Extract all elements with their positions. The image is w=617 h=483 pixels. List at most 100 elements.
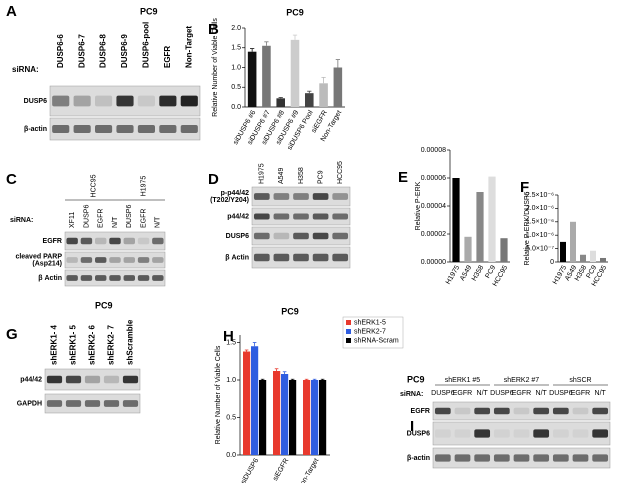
bar	[570, 221, 576, 262]
panel-letter: I	[410, 418, 414, 435]
blot-band	[109, 237, 121, 245]
blot-band	[533, 429, 550, 438]
panel-letter: H	[223, 328, 234, 345]
bar	[276, 98, 285, 107]
lane-label: DUSP6	[83, 205, 90, 228]
blot-strip	[432, 401, 611, 421]
blot-band	[434, 407, 451, 415]
y-tick-label: 0.00002	[421, 231, 446, 238]
y-tick-label: 0.0	[226, 452, 236, 459]
blot-band	[293, 232, 309, 240]
row-label: β Actin	[38, 275, 62, 282]
row-label: EGFR	[411, 408, 430, 415]
x-tick-label: H358	[471, 264, 485, 282]
blot-band	[273, 253, 290, 262]
blot-band	[159, 95, 177, 107]
row-label: β Actin	[225, 254, 249, 261]
lane-header: siRNA:	[10, 217, 33, 224]
lane-label: shERK2- 7	[107, 324, 116, 365]
blot-band	[434, 454, 451, 462]
y-tick-label: 0	[550, 259, 554, 266]
row-label: (Asp214)	[32, 260, 62, 267]
lane-label: DUSP6-9	[120, 34, 129, 68]
y-tick-label: 2.0	[231, 25, 241, 32]
legend-swatch	[346, 320, 351, 325]
panel-letter: E	[398, 169, 408, 186]
blot-band	[123, 237, 135, 245]
lane-label: DUSP6	[126, 205, 133, 228]
legend-label: shERK1-5	[354, 319, 386, 326]
blot-band	[137, 237, 150, 245]
blot-band	[180, 95, 198, 107]
panel-letter: A	[6, 3, 17, 20]
bar	[488, 176, 496, 262]
lane-label: DUSP6-6	[56, 34, 65, 68]
blot-band	[572, 454, 589, 462]
row-label: p-p44/42	[221, 190, 250, 197]
bar	[319, 83, 328, 107]
row-label: DUSP6	[24, 98, 47, 105]
y-axis-label: Relative Number of Viable Cells	[215, 345, 222, 444]
blot-band	[80, 237, 93, 245]
panel-letter: G	[6, 326, 18, 343]
blot-band	[152, 257, 164, 263]
blot-band	[84, 400, 101, 407]
blot-band	[312, 213, 329, 220]
blot-band	[474, 454, 491, 462]
lane-label: N/T	[155, 216, 162, 228]
blot-band	[332, 232, 349, 240]
bar	[319, 380, 327, 455]
lane-label: Non-Target	[184, 26, 193, 68]
bar	[251, 346, 259, 455]
lane-header: siRNA:	[400, 391, 423, 398]
blot-band	[152, 275, 164, 281]
panel-letter: D	[208, 171, 219, 188]
lane-label: DUSP6-7	[77, 34, 86, 68]
blot-band	[103, 375, 120, 384]
y-axis-label: Relative Number of Viable Cells	[212, 18, 219, 117]
lane-label: DUSP6-8	[99, 34, 108, 68]
blot-band	[80, 257, 93, 263]
row-label: β-actin	[407, 455, 430, 462]
blot-band	[159, 125, 177, 133]
bar	[259, 380, 267, 455]
blot-band	[332, 193, 349, 200]
blot-band	[123, 275, 135, 281]
y-tick-label: 0.00008	[421, 147, 446, 154]
row-label: cleaved PARP	[15, 253, 62, 260]
blot-band	[312, 232, 329, 240]
blot-band	[95, 95, 113, 107]
lane-label: shERK1- 5	[69, 324, 78, 365]
legend-box	[342, 316, 404, 349]
blot-band	[293, 253, 309, 262]
row-label: DUSP6	[226, 233, 249, 240]
blot-band	[95, 237, 107, 245]
blot-band	[95, 125, 113, 133]
row-label: GAPDH	[17, 400, 42, 407]
lane-label: N/T	[595, 390, 607, 397]
blot-band	[332, 253, 349, 262]
blot-band	[122, 375, 139, 384]
lane-label: DUSP6	[490, 390, 513, 397]
blot-band	[572, 407, 589, 415]
blot-band	[116, 125, 134, 133]
lane-label: N/T	[477, 390, 489, 397]
blot-band	[137, 95, 155, 107]
bar	[580, 254, 586, 262]
group-label: shSCR	[569, 377, 591, 384]
lane-header: siRNA:	[12, 65, 39, 74]
lane-label: DUSP6	[549, 390, 572, 397]
lane-label: XF11	[69, 212, 76, 228]
y-tick-label: 1.0×10⁻⁶	[526, 232, 554, 239]
x-tick-label: siDUSP6	[240, 457, 260, 483]
panel-letter: C	[6, 171, 17, 188]
bar	[303, 380, 311, 455]
lane-label: HCC95	[337, 161, 344, 184]
blot-band	[312, 253, 329, 262]
bar	[560, 241, 566, 262]
blot-band	[293, 213, 309, 220]
blot-band	[66, 237, 78, 245]
blot-band	[493, 454, 510, 462]
x-tick-label: H1975	[445, 264, 461, 285]
